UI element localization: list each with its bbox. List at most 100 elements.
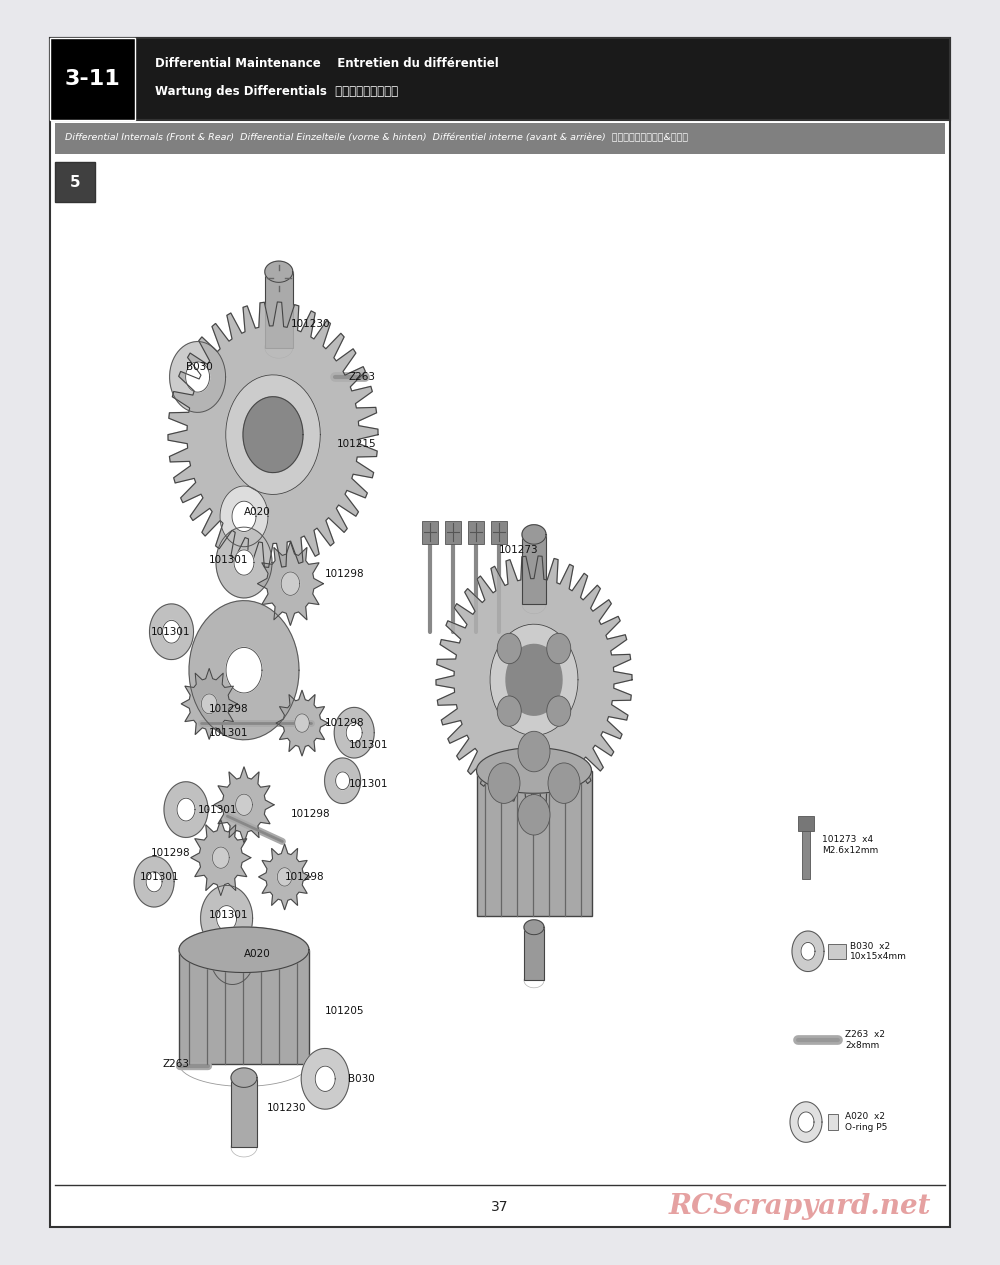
Polygon shape [801, 942, 815, 960]
Bar [798, 816, 814, 831]
Text: 101273  x4
M2.6x12mm: 101273 x4 M2.6x12mm [822, 835, 878, 855]
Polygon shape [277, 868, 292, 886]
Polygon shape [134, 856, 174, 907]
Polygon shape [163, 620, 180, 643]
Circle shape [547, 634, 571, 664]
Bar [522, 534, 546, 605]
Text: 101230: 101230 [290, 319, 330, 329]
Polygon shape [201, 694, 217, 713]
Text: Z263: Z263 [348, 372, 375, 382]
Bar [50, 38, 135, 120]
Polygon shape [186, 362, 210, 392]
Polygon shape [164, 782, 208, 837]
Polygon shape [226, 374, 320, 495]
Polygon shape [179, 927, 309, 973]
Polygon shape [522, 525, 546, 544]
Polygon shape [336, 772, 350, 789]
Bar [50, 38, 950, 120]
Text: 101301: 101301 [348, 740, 388, 750]
Bar [524, 927, 544, 980]
Polygon shape [524, 920, 544, 935]
Text: Differential Maintenance    Entretien du différentiel: Differential Maintenance Entretien du di… [155, 57, 499, 70]
Text: 101273: 101273 [499, 545, 539, 555]
Circle shape [548, 763, 580, 803]
Text: 101298: 101298 [285, 872, 324, 882]
Text: B030: B030 [348, 1074, 375, 1084]
Text: B030: B030 [186, 362, 213, 372]
Text: 101298: 101298 [151, 848, 191, 858]
Text: 3-11: 3-11 [64, 70, 120, 89]
Polygon shape [216, 528, 272, 598]
Polygon shape [150, 603, 193, 659]
Circle shape [497, 696, 521, 726]
Polygon shape [181, 668, 237, 739]
Polygon shape [346, 722, 362, 743]
Polygon shape [301, 1049, 349, 1109]
Text: Z263: Z263 [163, 1059, 190, 1069]
Polygon shape [214, 767, 274, 842]
Polygon shape [201, 886, 253, 951]
Polygon shape [334, 707, 374, 758]
Polygon shape [146, 872, 162, 892]
Bar [231, 1078, 257, 1147]
Polygon shape [265, 261, 293, 282]
Polygon shape [490, 624, 578, 735]
FancyBboxPatch shape [50, 38, 950, 1227]
Text: 101298: 101298 [325, 719, 365, 729]
Text: 101301: 101301 [209, 554, 249, 564]
Polygon shape [477, 748, 592, 793]
Polygon shape [234, 550, 254, 576]
Polygon shape [243, 397, 303, 473]
Text: A020: A020 [244, 506, 271, 516]
Polygon shape [790, 1102, 822, 1142]
Bar [179, 950, 309, 1064]
Polygon shape [231, 1068, 257, 1088]
Bar [491, 521, 507, 544]
Text: RCScrapyard.net: RCScrapyard.net [669, 1193, 931, 1221]
Text: 101298: 101298 [325, 569, 365, 579]
Polygon shape [170, 342, 226, 412]
Bar [422, 521, 438, 544]
Polygon shape [506, 644, 562, 715]
Text: 101215: 101215 [337, 439, 376, 449]
Polygon shape [221, 942, 243, 970]
Polygon shape [276, 691, 328, 756]
Text: Z263  x2
2x8mm: Z263 x2 2x8mm [845, 1030, 885, 1050]
Text: A020  x2
O-ring P5: A020 x2 O-ring P5 [845, 1112, 887, 1132]
Bar [477, 770, 592, 916]
Polygon shape [220, 486, 268, 546]
Text: 101230: 101230 [267, 1103, 307, 1113]
Text: 101301: 101301 [198, 805, 237, 815]
Text: 101301: 101301 [140, 872, 179, 882]
Circle shape [547, 696, 571, 726]
Text: 101301: 101301 [209, 727, 249, 737]
Polygon shape [295, 713, 309, 732]
Polygon shape [236, 794, 252, 816]
Circle shape [518, 731, 550, 772]
Text: 101298: 101298 [209, 703, 249, 713]
Polygon shape [315, 1066, 335, 1092]
Bar [828, 944, 846, 959]
Polygon shape [281, 572, 300, 596]
Bar [802, 831, 810, 879]
Polygon shape [191, 820, 251, 896]
Polygon shape [168, 302, 378, 568]
Bar [55, 123, 945, 154]
Text: 101298: 101298 [290, 810, 330, 820]
Text: 37: 37 [491, 1199, 509, 1214]
Bar [445, 521, 461, 544]
Text: 101301: 101301 [209, 911, 249, 921]
Polygon shape [792, 931, 824, 972]
Text: B030  x2
10x15x4mm: B030 x2 10x15x4mm [850, 941, 907, 961]
Polygon shape [798, 1112, 814, 1132]
Polygon shape [177, 798, 195, 821]
Polygon shape [325, 758, 361, 803]
Bar [468, 521, 484, 544]
Polygon shape [259, 844, 311, 910]
Text: 5: 5 [70, 175, 80, 190]
Bar [828, 1114, 838, 1130]
Bar [265, 272, 293, 348]
Circle shape [518, 794, 550, 835]
Polygon shape [212, 848, 229, 868]
Polygon shape [226, 648, 262, 693]
